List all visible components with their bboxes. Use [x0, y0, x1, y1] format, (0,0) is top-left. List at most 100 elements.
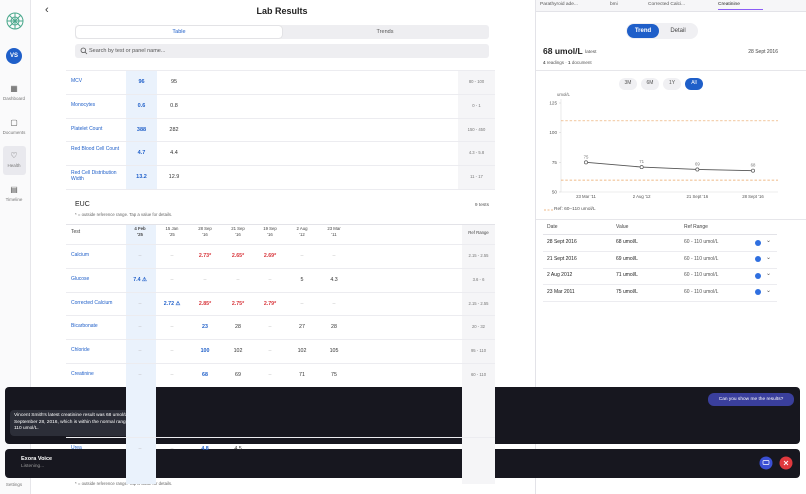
test-name[interactable]: Creatinine [71, 371, 94, 377]
nav-label[interactable]: Settings [5, 482, 23, 487]
value[interactable]: 75 umol/L [616, 288, 638, 295]
value[interactable]: 96 [138, 79, 145, 85]
nav-icon[interactable]: ▢ [10, 117, 18, 127]
value[interactable]: 12.9 [168, 174, 180, 181]
value[interactable]: 0.8 [170, 102, 178, 109]
back-button[interactable]: ‹ [45, 4, 49, 16]
value[interactable]: 68 [202, 372, 208, 378]
test-name[interactable]: Platelet Count [71, 125, 103, 132]
row-divider [66, 165, 495, 167]
value[interactable]: 388 [136, 126, 147, 133]
nav-label[interactable]: Health [7, 163, 21, 168]
range-button[interactable] [663, 78, 681, 90]
avatar[interactable]: VS [6, 48, 22, 64]
expand-chevron[interactable]: ⌄ [766, 254, 772, 261]
value[interactable]: 95 [170, 79, 178, 85]
row-divider [543, 267, 777, 269]
range-label[interactable]: 6M [646, 80, 654, 86]
test-name[interactable]: Red Blood Cell Count [71, 146, 120, 153]
range-button[interactable] [619, 78, 637, 90]
ref-range: 0 - 1 [472, 102, 481, 108]
test-name[interactable]: MCV [71, 78, 83, 84]
test-name[interactable]: Bicarbonate [71, 323, 98, 330]
value[interactable]: 23 [202, 324, 208, 331]
row-divider [66, 93, 495, 95]
value[interactable]: 282 [169, 126, 179, 133]
test-name[interactable]: Calcium [71, 252, 90, 258]
record-tab[interactable]: bmi [610, 2, 618, 7]
value[interactable]: 68 umol/L [616, 239, 638, 245]
value: – [300, 300, 304, 307]
test-name[interactable]: Glucose [71, 275, 90, 282]
expand-chevron[interactable]: ⌄ [766, 287, 772, 294]
record-tab[interactable]: Corrected Calci... [648, 2, 686, 7]
value[interactable]: 105 [329, 348, 339, 355]
value[interactable]: 2.85* [198, 300, 212, 307]
close-button[interactable] [779, 456, 793, 470]
column-header: 19 Sep [263, 226, 277, 231]
footer-note: * = outside reference range. Tap a value… [75, 481, 173, 486]
date: 2 Aug 2012 [547, 272, 573, 279]
test-name[interactable]: Monocytes [71, 101, 96, 108]
value[interactable]: 69 [235, 372, 241, 378]
value[interactable]: 27 [299, 324, 305, 331]
toggle-active[interactable]: Trend [627, 24, 659, 38]
value[interactable]: 2.65* [231, 253, 245, 259]
test-name[interactable]: Chloride [71, 347, 90, 354]
nav-icon[interactable]: ♡ [10, 151, 18, 160]
value[interactable]: 2.75* [231, 300, 245, 307]
nav-label[interactable]: Timeline [5, 196, 23, 202]
value: – [268, 324, 272, 331]
value[interactable]: 71 [299, 372, 305, 378]
value[interactable]: 100 [200, 348, 210, 355]
nav-icon[interactable]: ▤ [10, 184, 18, 194]
value[interactable]: 4.7 [137, 150, 146, 157]
nav-icon[interactable]: ▦ [10, 84, 18, 93]
range-button[interactable] [641, 78, 659, 90]
value[interactable]: 71 umol/L [616, 272, 638, 279]
data-label: 69 [695, 161, 700, 166]
value[interactable]: 0.6 [137, 102, 146, 109]
tab[interactable]: Trends [376, 29, 394, 35]
value[interactable]: 4.5 [234, 446, 242, 452]
value[interactable]: 2.69* [263, 253, 277, 259]
value[interactable]: 4.3 [330, 276, 338, 283]
value[interactable]: 2.72 ⚠ [163, 300, 181, 307]
value: – [138, 300, 142, 307]
value[interactable]: 102 [233, 348, 243, 355]
test-name[interactable]: Urea [71, 445, 82, 451]
tab[interactable]: Table [172, 29, 186, 35]
value[interactable]: 69 umol/L [616, 255, 638, 262]
value[interactable]: 2.79* [263, 300, 277, 307]
value[interactable]: 5 [300, 276, 304, 283]
test-name[interactable]: Corrected Calcium [71, 299, 113, 306]
column-header: Date [547, 224, 558, 230]
toggle-option[interactable]: Detail [670, 28, 686, 34]
expand-chevron[interactable]: ⌄ [766, 271, 772, 278]
search-box[interactable] [75, 44, 489, 58]
value[interactable]: 28 [331, 324, 337, 331]
value: – [138, 253, 142, 259]
value[interactable]: 7.4 ⚠ [133, 276, 147, 283]
test-name[interactable]: Red Cell Distribution Width [71, 170, 117, 182]
nav-label[interactable]: Dashboard [2, 96, 25, 101]
value[interactable]: 4.4 [170, 150, 178, 157]
record-tab[interactable]: Parathyroid ade... [540, 2, 578, 7]
range-label[interactable]: All [691, 80, 697, 86]
value[interactable]: 2.73* [198, 253, 212, 259]
ref-range: 60 - 110 umol/L [684, 272, 719, 279]
logo [6, 12, 24, 30]
nav-label[interactable]: Documents [2, 129, 26, 135]
value[interactable]: 102 [297, 348, 307, 355]
chat-button[interactable] [759, 456, 773, 470]
expand-chevron[interactable]: ⌄ [766, 238, 772, 244]
x-tick-label: 2 Aug '12 [633, 194, 651, 199]
value[interactable]: 4.8 [201, 446, 209, 452]
range-button[interactable] [685, 78, 703, 90]
range-label[interactable]: 1Y [668, 80, 676, 86]
range-label[interactable]: 3M [624, 80, 632, 86]
record-tab[interactable]: Creatinine [718, 2, 763, 10]
value[interactable]: 28 [235, 324, 241, 331]
value[interactable]: 75 [331, 372, 337, 378]
value[interactable]: 13.2 [136, 174, 147, 181]
